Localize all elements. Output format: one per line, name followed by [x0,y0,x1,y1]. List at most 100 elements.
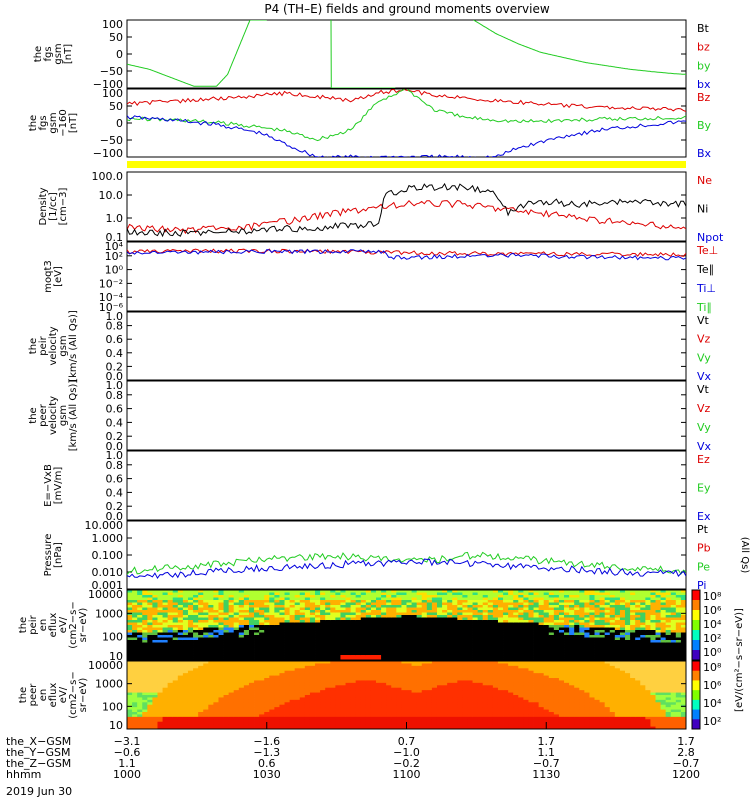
heatmap-cell [163,700,168,703]
heatmap-cell [625,603,630,606]
heatmap-cell [417,603,422,606]
heatmap-cell [249,700,254,703]
heatmap-cell [325,705,330,708]
heatmap-cell [508,643,513,646]
heatmap-cell [371,671,376,674]
heatmap-cell [290,628,295,631]
heatmap-cell [391,625,396,628]
heatmap-cell [610,598,615,601]
heatmap-cell [422,608,427,611]
heatmap-cell [376,697,381,700]
heatmap-cell [549,603,554,606]
heatmap-cell [356,690,361,693]
heatmap-cell [473,645,478,648]
heatmap-cell [137,625,142,628]
y-tick-label: −100 [93,147,123,160]
heatmap-cell [523,603,528,606]
heatmap-cell [163,676,168,679]
heatmap-cell [340,650,345,653]
heatmap-cell [503,598,508,601]
heatmap-cell [142,638,147,641]
heatmap-cell [579,615,584,618]
heatmap-cell [534,653,539,656]
heatmap-cell [386,697,391,700]
heatmap-cell [518,620,523,623]
heatmap-cell [671,600,676,603]
heatmap-cell [630,613,635,616]
heatmap-cell [544,643,549,646]
heatmap-cell [615,600,620,603]
heatmap-cell [137,620,142,623]
y-tick-label: 10⁻² [99,277,123,290]
heatmap-cell [137,603,142,606]
heatmap-cell [615,650,620,653]
heatmap-cell [325,625,330,628]
heatmap-cell [666,618,671,621]
heatmap-cell [417,676,422,679]
heatmap-cell [132,676,137,679]
heatmap-cell [361,618,366,621]
heatmap-cell [513,593,518,596]
heatmap-cell [396,717,401,720]
heatmap-cell [645,608,650,611]
heatmap-cell [335,645,340,648]
heatmap-cell [376,618,381,621]
heatmap-cell [549,635,554,638]
y-tick-label: 100 [102,18,123,31]
heatmap-cell [437,630,442,633]
heatmap-cell [452,595,457,598]
heatmap-cell [391,683,396,686]
heatmap-cell [437,623,442,626]
heatmap-cell [528,600,533,603]
heatmap-cell [488,610,493,613]
heatmap-cell [391,635,396,638]
heatmap-cell [203,593,208,596]
heatmap-cell [412,605,417,608]
heatmap-cell [417,683,422,686]
heatmap-cell [132,722,137,725]
heatmap-cell [340,610,345,613]
heatmap-cell [610,608,615,611]
heatmap-cell [173,671,178,674]
heatmap-cell [615,633,620,636]
heatmap-cell [335,640,340,643]
heatmap-cell [381,693,386,696]
heatmap-cell [508,595,513,598]
heatmap-cell [137,650,142,653]
heatmap-cell [656,630,661,633]
heatmap-cell [407,722,412,725]
heatmap-cell [554,620,559,623]
heatmap-cell [574,620,579,623]
heatmap-cell [168,645,173,648]
heatmap-cell [300,678,305,681]
heatmap-cell [427,600,432,603]
heatmap-cell [163,630,168,633]
heatmap-cell [366,608,371,611]
heatmap-cell [635,635,640,638]
heatmap-cell [173,648,178,651]
heatmap-cell [198,628,203,631]
heatmap-cell [386,688,391,691]
heatmap-cell [528,635,533,638]
heatmap-cell [173,693,178,696]
heatmap-cell [274,671,279,674]
heatmap-cell [188,640,193,643]
heatmap-cell [401,600,406,603]
heatmap-cell [351,633,356,636]
heatmap-cell [401,717,406,720]
heatmap-cell [218,724,223,727]
heatmap-cell [528,645,533,648]
heatmap-cell [203,710,208,713]
heatmap-cell [391,680,396,683]
heatmap-cell [168,719,173,722]
heatmap-cell [254,618,259,621]
heatmap-cell [157,605,162,608]
heatmap-cell [300,608,305,611]
heatmap-cell [671,653,676,656]
heatmap-cell [386,710,391,713]
heatmap-cell [650,630,655,633]
heatmap-cell [462,630,467,633]
heatmap-cell [178,707,183,710]
heatmap-cell [528,655,533,658]
heatmap-cell [650,615,655,618]
